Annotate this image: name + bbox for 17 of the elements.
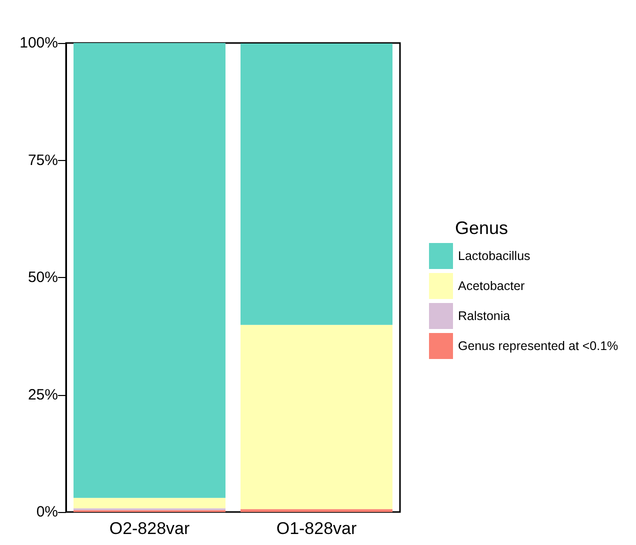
legend-title: Genus bbox=[455, 218, 508, 238]
x-tick-label: O1-828var bbox=[276, 519, 357, 538]
bar bbox=[74, 43, 226, 498]
x-tick-label: O2-828var bbox=[109, 519, 190, 538]
y-tick-label: 25% bbox=[28, 386, 58, 404]
y-tick-label: 75% bbox=[28, 152, 58, 169]
y-tick-label: 100% bbox=[20, 34, 58, 52]
y-tick-label: 0% bbox=[36, 504, 58, 520]
bar bbox=[240, 509, 392, 512]
bar bbox=[240, 43, 392, 325]
legend-label: Acetobacter bbox=[458, 279, 525, 293]
legend-label: Genus represented at <0.1% bbox=[458, 339, 618, 353]
legend-label: Lactobacillus bbox=[458, 249, 530, 263]
legend-label: Ralstonia bbox=[458, 309, 510, 323]
y-tick-label: 50% bbox=[28, 269, 58, 286]
bar bbox=[240, 324, 392, 510]
bar bbox=[74, 498, 226, 508]
